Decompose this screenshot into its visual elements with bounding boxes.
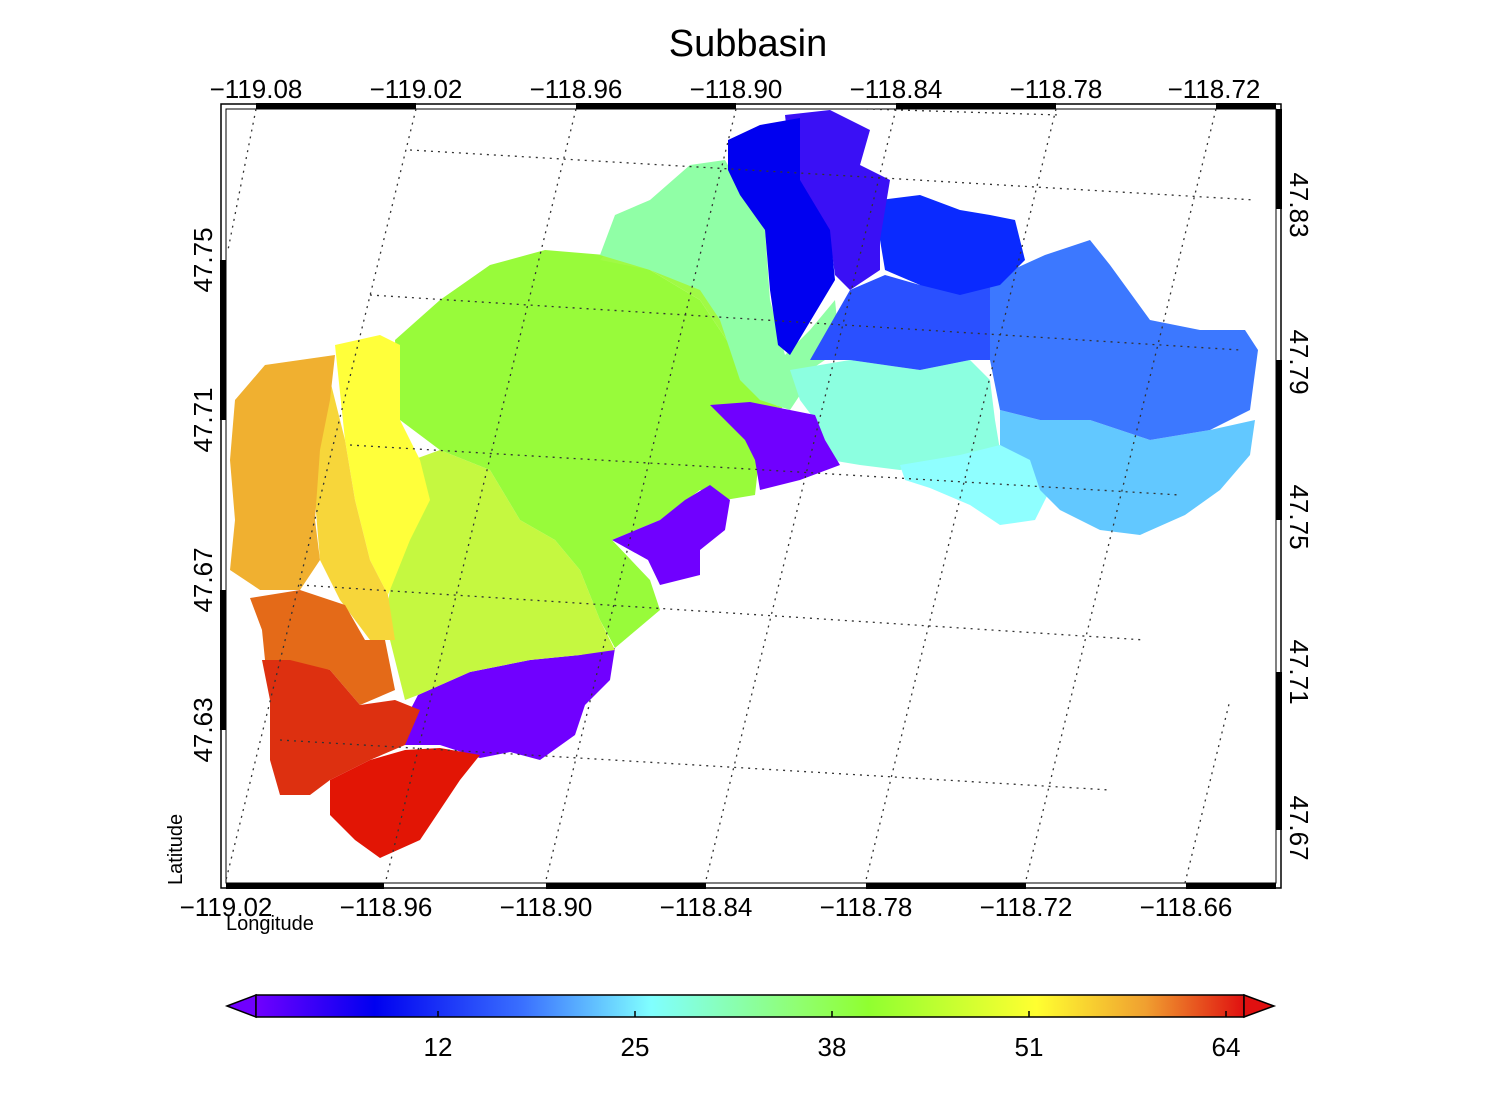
- subbasin-blue-ne: [880, 195, 1025, 295]
- colorbar-ticks: [437, 1011, 1227, 1017]
- subbasin-cyan: [900, 445, 1050, 525]
- left-tick-label: 47.67: [188, 547, 218, 612]
- left-tick-label: 47.63: [188, 697, 218, 762]
- bottom-tick-label: −118.66: [1140, 892, 1233, 922]
- top-tick-labels: −119.08 −119.02 −118.96 −118.90 −118.84 …: [210, 74, 1261, 104]
- bottom-tick-label: −119.02: [180, 892, 273, 922]
- latitude-axis-label: Latitude: [165, 814, 187, 885]
- left-tick-labels: 47.75 47.71 47.67 47.63: [188, 227, 218, 762]
- subbasin-blue-north: [810, 275, 990, 370]
- subbasin-yellow: [335, 335, 430, 595]
- bottom-tick-label: −118.96: [340, 892, 433, 922]
- right-tick-label: 47.71: [1284, 639, 1314, 704]
- right-tick-label: 47.75: [1284, 484, 1314, 549]
- subbasin-green-central: [395, 250, 780, 648]
- subbasin-aqua: [790, 360, 1000, 470]
- top-tick-label: −118.84: [850, 74, 943, 104]
- right-tick-label: 47.79: [1284, 329, 1314, 394]
- colorbar-tick-label: 38: [818, 1032, 847, 1062]
- top-tick-label: −118.78: [1010, 74, 1103, 104]
- graticule: [225, 108, 1256, 884]
- colorbar-tick-label: 51: [1015, 1032, 1044, 1062]
- colorbar-max-arrow: [1243, 993, 1277, 1019]
- subbasin-red-west: [262, 660, 420, 795]
- right-tick-label: 47.83: [1284, 172, 1314, 237]
- bottom-tick-label: −118.84: [660, 892, 753, 922]
- frame-bars: [220, 103, 1282, 889]
- left-tick-label: 47.71: [188, 387, 218, 452]
- top-tick-label: −119.08: [210, 74, 303, 104]
- map-title: Subbasin: [669, 23, 827, 65]
- right-tick-label: 47.67: [1284, 795, 1314, 860]
- colorbar-tick-label: 12: [424, 1032, 453, 1062]
- top-tick-label: −118.96: [530, 74, 623, 104]
- bottom-tick-label: −118.90: [500, 892, 593, 922]
- subbasin-orange-west: [230, 355, 335, 590]
- subbasin-yellow-orange: [315, 380, 395, 640]
- subbasin-regions: [230, 110, 1258, 858]
- colorbar-tick-label: 25: [621, 1032, 650, 1062]
- longitude-axis-label: Longitude: [226, 913, 314, 935]
- bottom-tick-labels: −119.02 −118.96 −118.90 −118.84 −118.78 …: [180, 892, 1233, 922]
- bottom-tick-label: −118.78: [820, 892, 913, 922]
- subbasin-violet-a: [710, 402, 840, 490]
- top-tick-label: −119.02: [370, 74, 463, 104]
- top-tick-label: −118.72: [1168, 74, 1261, 104]
- subbasin-blue-far-north: [728, 118, 835, 355]
- colorbar: 12 25 38 51 64: [224, 993, 1277, 1062]
- right-tick-labels: 47.83 47.79 47.75 47.71 47.67: [1284, 172, 1314, 860]
- subbasin-violet-b: [612, 485, 730, 585]
- subbasin-violet-north: [785, 110, 890, 290]
- top-tick-label: −118.90: [690, 74, 783, 104]
- bottom-tick-label: −118.72: [980, 892, 1073, 922]
- subbasin-orange-red: [250, 590, 395, 705]
- left-tick-label: 47.75: [188, 227, 218, 292]
- subbasin-yellow-green: [385, 450, 615, 700]
- subbasin-violet-c: [405, 648, 615, 760]
- subbasin-blue-mid: [990, 240, 1258, 440]
- subbasin-lightblue-east: [1000, 410, 1255, 535]
- subbasin-aqua-green: [600, 160, 840, 410]
- colorbar-tick-label: 64: [1212, 1032, 1241, 1062]
- colorbar-gradient: [255, 994, 1245, 1018]
- colorbar-min-arrow: [224, 993, 257, 1019]
